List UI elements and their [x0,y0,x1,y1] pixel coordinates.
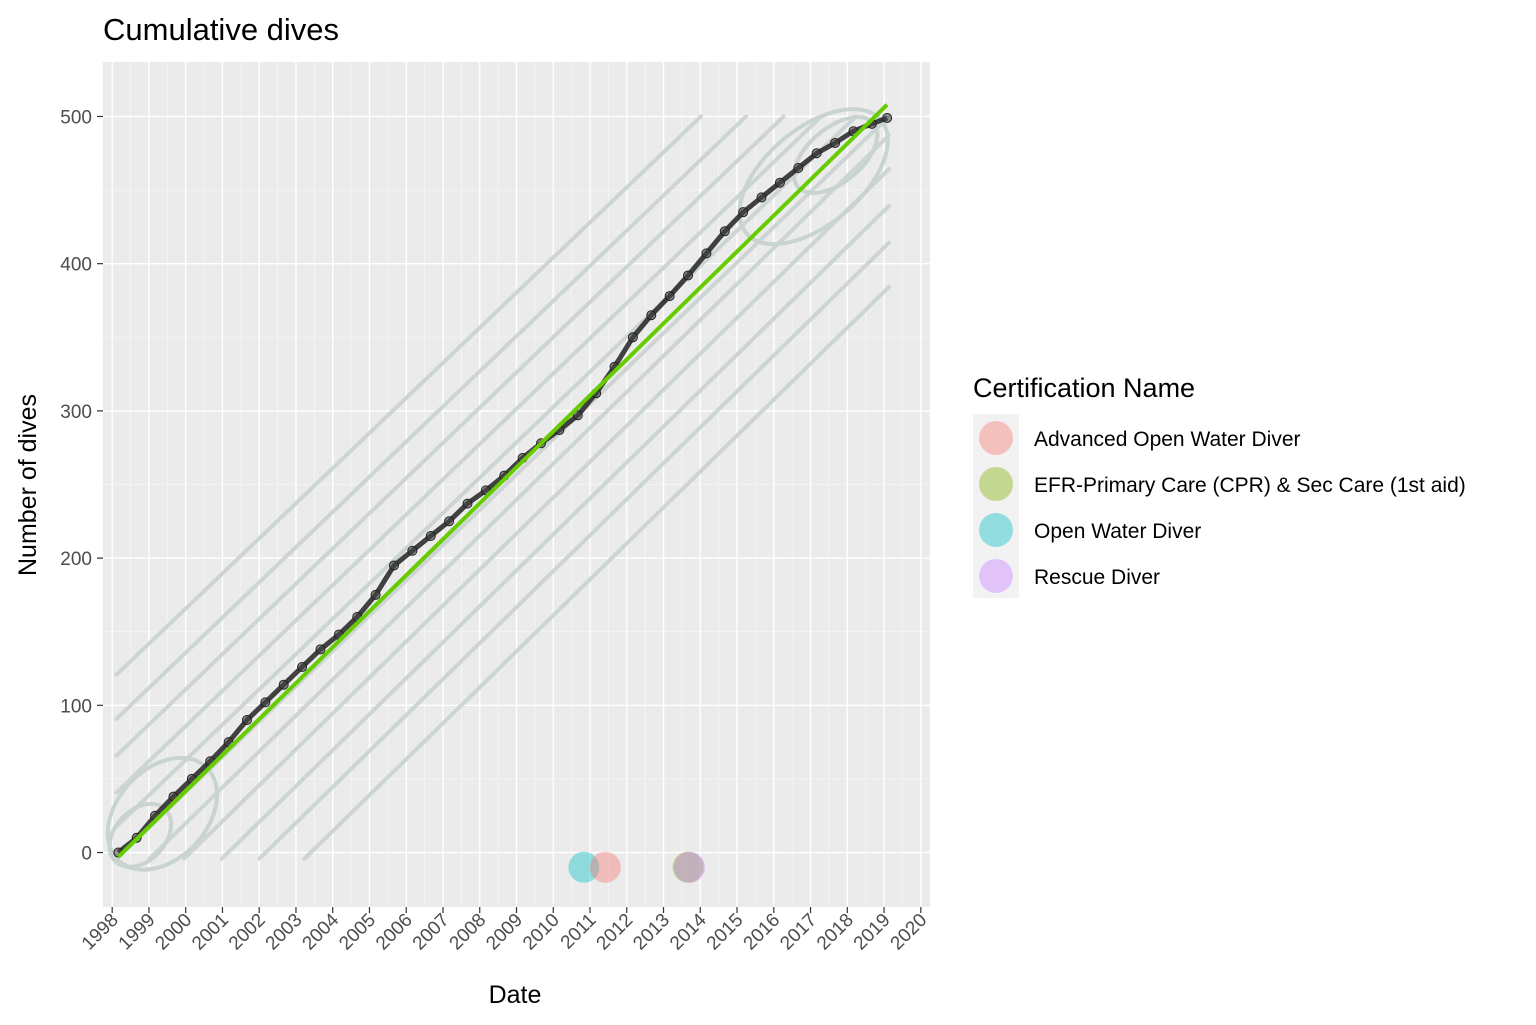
legend-label: Rescue Diver [1034,566,1160,589]
legend-items: Advanced Open Water Diver EFR-Primary Car… [979,421,1466,593]
data-point [278,679,289,690]
x-axis-title: Date [489,981,542,1009]
data-point [774,177,785,188]
data-point [388,560,399,571]
y-tick-label: 0 [81,844,92,865]
contour-line [182,167,891,861]
x-tick-label: 2003 [262,910,307,955]
contour-line [114,114,748,721]
legend-key [979,467,1013,501]
data-point [811,148,822,159]
x-tick-label: 2011 [557,910,601,954]
contour-line [114,114,824,795]
legend-key [979,513,1013,547]
data-point [646,310,657,321]
legend-label: Open Water Diver [1034,520,1201,543]
x-tick-label: 2014 [666,909,711,954]
y-axis-title: Number of dives [14,394,42,576]
data-point [627,332,638,343]
x-tick-label: 2013 [629,910,674,955]
x-tick-label: 2019 [850,910,895,955]
x-tick-label: 2005 [335,910,380,955]
x-tick-label: 2012 [593,910,638,955]
trend-line-layer [116,103,889,859]
grid-major [103,62,930,907]
y-tick-label: 400 [60,255,92,276]
x-tick-label: 2006 [372,910,417,955]
x-tick-label: 2017 [776,910,821,955]
x-tick-label: 1999 [115,910,160,955]
data-point [425,531,436,542]
data-point [370,589,381,600]
x-tick-label: 2009 [482,910,527,955]
data-point [407,545,418,556]
data-point [241,715,252,726]
certification-points [568,851,705,883]
y-tick-label: 300 [60,402,92,423]
data-point [664,291,675,302]
data-point [297,662,308,673]
certification-point [589,851,621,883]
data-point [315,644,326,655]
y-tick-label: 500 [60,107,92,128]
legend-title: Certification Name [973,373,1195,403]
legend-label: Advanced Open Water Diver [1034,428,1301,451]
contour-line [114,114,703,677]
data-point [462,498,473,509]
data-point [738,207,749,218]
contour-line [257,240,891,861]
contour-line [114,114,858,829]
x-tick-label: 2016 [740,910,785,955]
y-tick-label: 100 [60,696,92,717]
x-tick-label: 2007 [409,910,454,955]
x-axis: 1998199920002001200220032004200520062007… [78,907,931,954]
y-tick-label: 200 [60,549,92,570]
x-tick-label: 2010 [519,910,564,955]
trend-line [116,103,889,859]
x-tick-label: 2008 [446,910,491,955]
x-tick-label: 2001 [188,910,233,955]
data-point [830,137,841,148]
legend-key [979,421,1013,455]
data-point [444,516,455,527]
data-point [793,162,804,173]
x-tick-label: 1998 [78,910,123,955]
certification-point [673,851,705,883]
data-point [882,112,893,123]
legend-key-background [973,414,1019,598]
x-tick-label: 2020 [887,910,932,955]
data-point [683,270,694,281]
certification-point [568,851,600,883]
x-tick-label: 2000 [151,910,196,955]
contour-line [219,203,891,861]
data-point [719,226,730,237]
data-point [260,697,271,708]
contour-line [147,133,891,861]
certification-point [672,851,704,883]
data-point [701,248,712,259]
chart-title: Cumulative dives [103,12,339,47]
y-axis: 0 100 200 300 400 500 [60,107,103,865]
x-tick-label: 2002 [225,910,270,955]
contour-line [114,114,786,758]
data-point [572,410,583,421]
data-point [756,192,767,203]
x-tick-label: 2018 [813,910,858,955]
x-tick-label: 2015 [703,910,748,955]
legend-label: EFR-Primary Care (CPR) & Sec Care (1st a… [1034,474,1466,497]
legend-key [979,559,1013,593]
x-tick-label: 2004 [299,909,344,954]
legend: Certification Name Advanced Open Water D… [973,373,1466,598]
contour-line [302,284,891,861]
